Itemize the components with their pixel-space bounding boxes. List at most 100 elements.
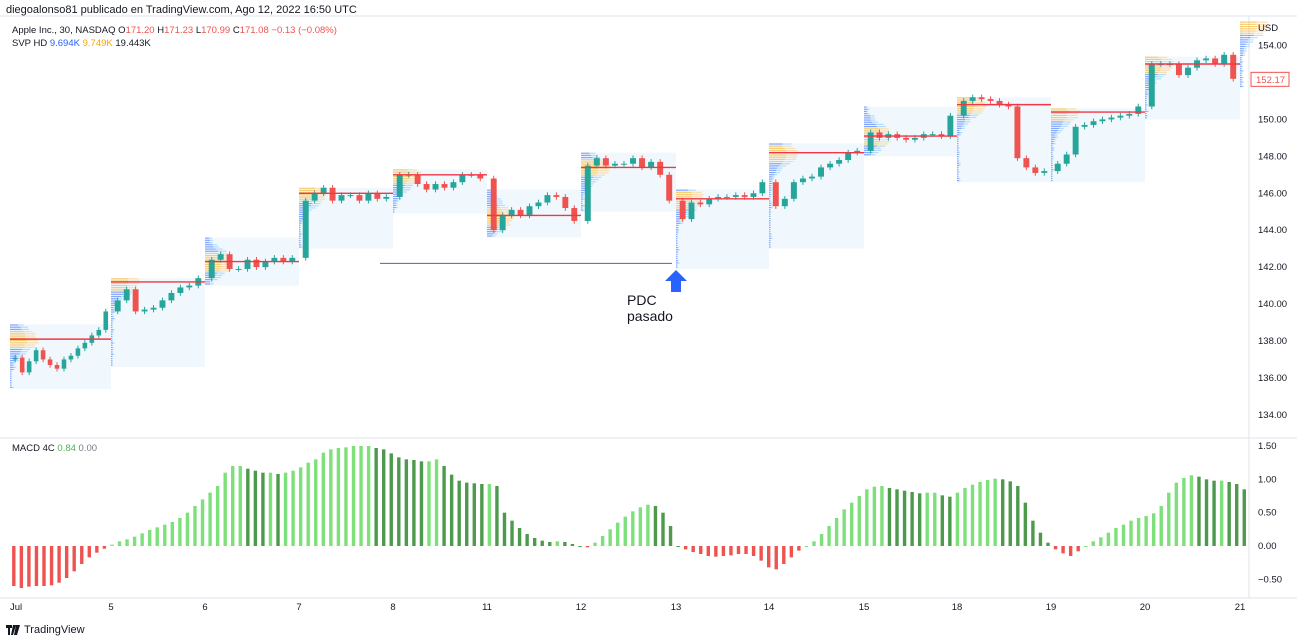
volume-profile-bar bbox=[771, 185, 772, 186]
volume-profile-bar bbox=[1058, 130, 1063, 131]
candle-body bbox=[979, 97, 985, 99]
volume-profile-bar bbox=[205, 238, 209, 239]
volume-profile-bar bbox=[112, 327, 113, 328]
volume-profile-bar bbox=[1145, 117, 1146, 118]
volume-profile-bar bbox=[1240, 59, 1241, 60]
macd-bar bbox=[1054, 546, 1057, 549]
volume-profile-bar bbox=[1240, 46, 1246, 47]
volume-profile-bar bbox=[1146, 117, 1147, 118]
volume-profile-bar bbox=[959, 152, 960, 153]
volume-profile-bar bbox=[770, 214, 771, 215]
volume-profile-bar bbox=[583, 210, 584, 211]
macd-bar bbox=[239, 466, 242, 546]
volume-profile-bar bbox=[1248, 41, 1253, 42]
volume-profile-bar bbox=[1240, 75, 1241, 76]
volume-profile-bar bbox=[1240, 70, 1242, 71]
volume-profile-bar bbox=[111, 331, 113, 332]
macd-bar bbox=[140, 533, 143, 546]
volume-profile-bar bbox=[1051, 169, 1053, 170]
volume-profile-bar bbox=[113, 354, 114, 355]
price-tick-label: 146.00 bbox=[1258, 188, 1287, 199]
macd-tick-label: 0.00 bbox=[1258, 541, 1277, 552]
volume-profile-bar bbox=[1068, 113, 1079, 114]
volume-profile-bar bbox=[111, 320, 112, 321]
volume-profile-bar bbox=[1052, 145, 1053, 146]
volume-profile-bar bbox=[396, 205, 398, 206]
volume-profile-bar bbox=[1241, 73, 1242, 74]
volume-profile-bar bbox=[1051, 160, 1052, 161]
macd-bar bbox=[926, 493, 929, 546]
candle-body bbox=[1023, 158, 1029, 167]
volume-profile-bar bbox=[769, 163, 781, 164]
volume-profile-bar bbox=[676, 256, 677, 257]
volume-profile-bar bbox=[691, 192, 701, 193]
volume-profile-bar bbox=[770, 198, 771, 199]
volume-profile-bar bbox=[1146, 109, 1147, 110]
volume-profile-bar bbox=[598, 170, 609, 171]
volume-profile-bar bbox=[20, 353, 26, 354]
volume-profile-bar bbox=[583, 199, 584, 200]
volume-profile-bar bbox=[111, 362, 112, 363]
macd-bar bbox=[495, 486, 498, 546]
candle-body bbox=[83, 343, 88, 349]
volume-profile-bar bbox=[772, 178, 774, 179]
volume-profile-bar bbox=[1053, 169, 1055, 170]
volume-profile-bar bbox=[770, 220, 771, 221]
macd-bar bbox=[865, 489, 868, 546]
macd-bar bbox=[367, 446, 370, 546]
volume-profile-bar bbox=[957, 160, 958, 161]
volume-profile-bar bbox=[493, 233, 497, 234]
volume-profile-bar bbox=[300, 229, 301, 230]
volume-profile-bar bbox=[957, 173, 958, 174]
macd-bar bbox=[503, 513, 506, 546]
volume-profile-bar bbox=[959, 154, 960, 155]
volume-profile-bar bbox=[876, 124, 884, 125]
volume-profile-bar bbox=[1244, 48, 1247, 49]
volume-profile-bar bbox=[299, 218, 303, 219]
volume-profile-bar bbox=[677, 258, 678, 259]
volume-profile-bar bbox=[676, 262, 678, 263]
volume-profile-bar bbox=[864, 119, 871, 120]
macd-bar bbox=[1099, 537, 1102, 546]
candle-body bbox=[930, 134, 936, 135]
volume-profile-bar bbox=[1243, 53, 1245, 54]
volume-profile-bar bbox=[1242, 66, 1243, 67]
volume-profile-bar bbox=[111, 305, 115, 306]
volume-profile-bar bbox=[769, 233, 771, 234]
macd-bar bbox=[782, 546, 785, 564]
volume-profile-bar bbox=[677, 238, 678, 239]
volume-profile-bar bbox=[410, 171, 421, 172]
macd-bar bbox=[457, 481, 460, 546]
candle-body bbox=[459, 175, 465, 182]
macd-bar bbox=[1129, 521, 1132, 546]
volume-profile-bar bbox=[113, 347, 114, 348]
volume-profile-bar bbox=[10, 351, 21, 352]
volume-profile-bar bbox=[301, 244, 302, 245]
volume-profile-bar bbox=[10, 333, 25, 334]
price-tick-label: 148.00 bbox=[1258, 151, 1287, 162]
candle-body bbox=[433, 184, 439, 190]
volume-profile-bar bbox=[1158, 74, 1166, 75]
volume-profile-bar bbox=[113, 307, 114, 308]
macd-bar bbox=[608, 529, 611, 546]
volume-profile-bar bbox=[111, 336, 112, 337]
volume-profile-bar bbox=[593, 177, 601, 178]
volume-profile-bar bbox=[1055, 137, 1058, 138]
volume-profile-bar bbox=[864, 126, 877, 127]
volume-profile-bar bbox=[769, 205, 771, 206]
volume-profile-bar bbox=[676, 258, 677, 259]
volume-profile-bar bbox=[959, 163, 960, 164]
candle-body bbox=[442, 184, 448, 188]
volume-profile-bar bbox=[771, 203, 772, 204]
candle-body bbox=[115, 300, 121, 311]
volume-profile-bar bbox=[10, 336, 25, 337]
macd-bar bbox=[208, 493, 211, 546]
macd-bar bbox=[299, 467, 302, 546]
price-tick-label: 138.00 bbox=[1258, 336, 1287, 347]
time-tick-label: 12 bbox=[576, 602, 587, 613]
volume-profile-bar bbox=[1240, 41, 1248, 42]
candle-body bbox=[961, 101, 967, 116]
volume-profile-bar bbox=[958, 143, 959, 144]
volume-profile-bar bbox=[1052, 154, 1053, 155]
volume-profile-bar bbox=[1145, 113, 1146, 114]
